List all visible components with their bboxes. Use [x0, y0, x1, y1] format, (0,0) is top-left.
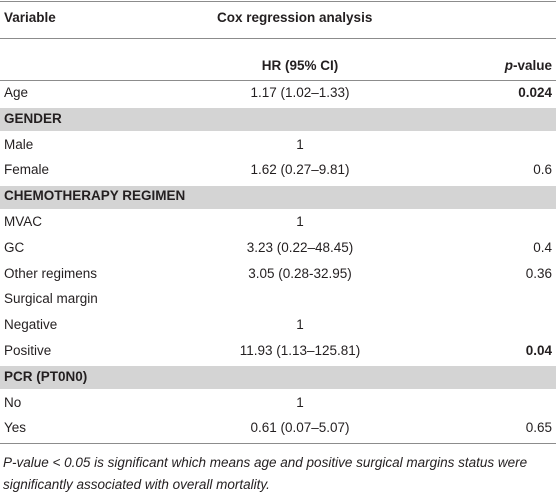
variable-cell: MVAC	[4, 214, 43, 229]
bottom-rule	[0, 443, 556, 444]
hr-cell: 1.62 (0.27–9.81)	[250, 162, 350, 178]
section-label: PCR (PT0N0)	[4, 368, 88, 384]
p-value-cell: 0.024	[518, 85, 552, 100]
hr-cell: 3.23 (0.22–48.45)	[246, 239, 354, 255]
section-label: GENDER	[4, 110, 62, 126]
variable-cell: No	[4, 394, 22, 410]
variable-cell: Yes	[4, 420, 27, 436]
hr-cell: 1	[296, 136, 304, 152]
variable-cell: Negative	[4, 317, 58, 333]
p-value-cell: 0.04	[525, 343, 552, 358]
variable-cell: Female	[4, 162, 50, 178]
variable-cell: Surgical margin	[4, 291, 98, 307]
p-value-cell: 0.36	[525, 265, 552, 281]
header-analysis: Cox regression analysis	[217, 10, 373, 25]
variable-cell: Age	[4, 85, 29, 100]
hr-cell: 0.61 (0.07–5.07)	[250, 420, 350, 436]
section-label: CHEMOTHERAPY REGIMEN	[4, 188, 186, 204]
header-rule	[0, 38, 556, 39]
hr-cell: 1	[296, 317, 304, 333]
section-band	[0, 185, 556, 209]
hr-cell: 11.93 (1.13–125.81)	[239, 343, 361, 358]
variable-cell: Other regimens	[4, 265, 98, 281]
p-value-cell: 0.6	[533, 162, 552, 178]
variable-cell: Male	[4, 136, 34, 152]
hr-cell: 1	[296, 214, 304, 229]
header-variable: Variable	[4, 10, 56, 25]
section-band	[0, 108, 556, 132]
hr-cell: 1.17 (1.02–1.33)	[250, 85, 350, 100]
header-p: p-value	[504, 58, 552, 73]
p-value-cell: 0.4	[533, 239, 552, 255]
p-value-cell: 0.65	[525, 420, 552, 436]
hr-cell: 3.05 (0.28-32.95)	[248, 265, 352, 281]
header-hr: HR (95% CI)	[261, 58, 339, 73]
hr-cell: 1	[296, 394, 304, 410]
subheader-rule	[0, 80, 556, 81]
footnote: P-value < 0.05 is significant which mean…	[3, 455, 528, 492]
variable-cell: GC	[4, 239, 25, 255]
variable-cell: Positive	[4, 343, 52, 358]
top-rule	[0, 1, 556, 2]
section-band	[0, 366, 556, 390]
